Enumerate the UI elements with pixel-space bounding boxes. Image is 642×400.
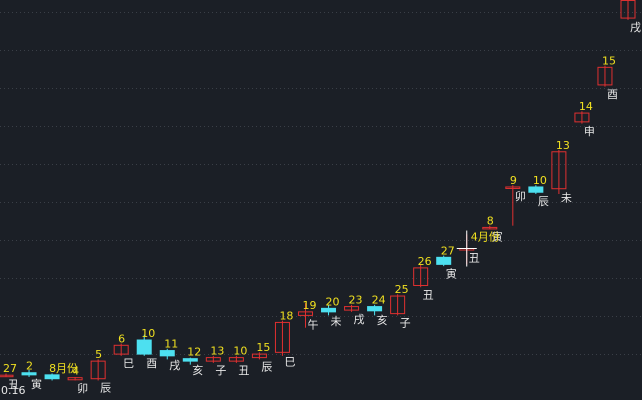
candle-body [182,358,198,362]
candle-number-label: 4 [72,365,79,378]
candle-number-label: 13 [556,139,570,152]
candle-branch-label: 寅 [446,266,457,280]
candle-branch-label: 戌 [630,21,641,34]
candle-number-label: 13 [210,345,224,358]
candle-branch-label: 卯 [515,190,526,203]
candle-branch-label: 巳 [284,355,295,368]
candle-branch-label: 戌 [354,313,365,326]
candle-branch-label: 丑 [423,288,434,301]
candle-number-label: 8 [487,214,494,227]
candle-branch-label: 亥 [377,313,388,327]
candle-branch-label: 酉 [607,88,618,101]
candle-branch-label: 寅 [31,377,42,391]
candle-number-label: 15 [256,341,270,354]
candle-body [90,360,106,380]
candle-body [597,66,613,86]
candle-branch-label: 戌 [169,359,180,372]
candle-body [505,186,521,189]
candle-number-label: 10 [233,345,247,358]
candle-number-label: 27 [441,244,455,257]
candle-branch-label: 未 [561,192,572,205]
candle-number-label: 15 [602,54,616,67]
candle-body [67,377,83,381]
candle-body [136,339,152,355]
candle-branch-label: 丑 [8,378,19,391]
candle-number-label: 19 [302,299,316,312]
candle-body [528,186,544,193]
candle-number-label: 12 [187,346,201,359]
candle-body [344,306,360,311]
candle-number-label: 2 [26,360,33,373]
candle-number-label: 14 [579,100,593,113]
cursor-label: 4月份 [471,231,500,244]
candle-branch-label: 申 [584,125,595,138]
candle-number-label: 18 [279,309,293,322]
candle-branch-label: 酉 [146,357,157,370]
candle-number-label: 5 [95,348,102,361]
candle-branch-label: 寅 [492,229,503,243]
candle-body [390,295,406,315]
candle-number-label: 26 [418,255,432,268]
candle-body [482,226,498,230]
candle-body [0,374,14,378]
candle-body [551,151,567,190]
candle-body [574,112,590,123]
candle-number-label: 27 [3,362,17,375]
candle-branch-label: 子 [400,317,411,330]
candle-body [297,311,313,316]
candle-body [413,267,429,286]
candle-branch-label: 辰 [261,361,272,374]
candle-labels: 27丑2寅8月份4卯5辰6巳10酉11戌12亥13子10丑15辰18巳19午20… [3,21,641,395]
candle-number-label: 8月份 [49,362,78,375]
candle-number-label: 24 [372,294,386,307]
candle-number-label: 10 [533,174,547,187]
candle-number-label: 10 [141,327,155,340]
candle-body [436,256,452,265]
candle-branch-label: 卯 [77,382,88,395]
candle-body [274,321,290,353]
candle-number-label: 6 [118,332,125,345]
candle-body [113,344,129,355]
candle-branch-label: 子 [215,364,226,377]
candle-number-label: 25 [395,283,409,296]
candle-body [251,353,267,359]
candle-body [44,374,60,380]
candle-body [159,350,175,357]
candle-branch-label: 丑 [469,252,480,265]
candle-branch-label: 辰 [538,195,549,208]
candle-number-label: 9 [510,174,517,187]
crosshair-cursor[interactable]: 4月份 [456,230,500,267]
candle-branch-label: 辰 [100,382,111,395]
candle-branch-label: 丑 [238,364,249,377]
candle-branch-label: 午 [307,318,318,331]
candle-body [321,307,337,313]
candle-branch-label: 亥 [192,363,203,377]
candle-body [620,0,636,19]
price-axis-label: 0.16 [1,384,26,397]
candle-body [367,306,383,312]
candle-number-label: 20 [326,295,340,308]
candle-body [21,372,37,376]
candle-body [205,357,221,362]
candle-branch-label: 巳 [123,357,134,370]
candle-number-label: 23 [349,294,363,307]
candle-branch-label: 未 [331,315,342,328]
candle-number-label: 11 [164,338,178,351]
candle-body [228,357,244,362]
